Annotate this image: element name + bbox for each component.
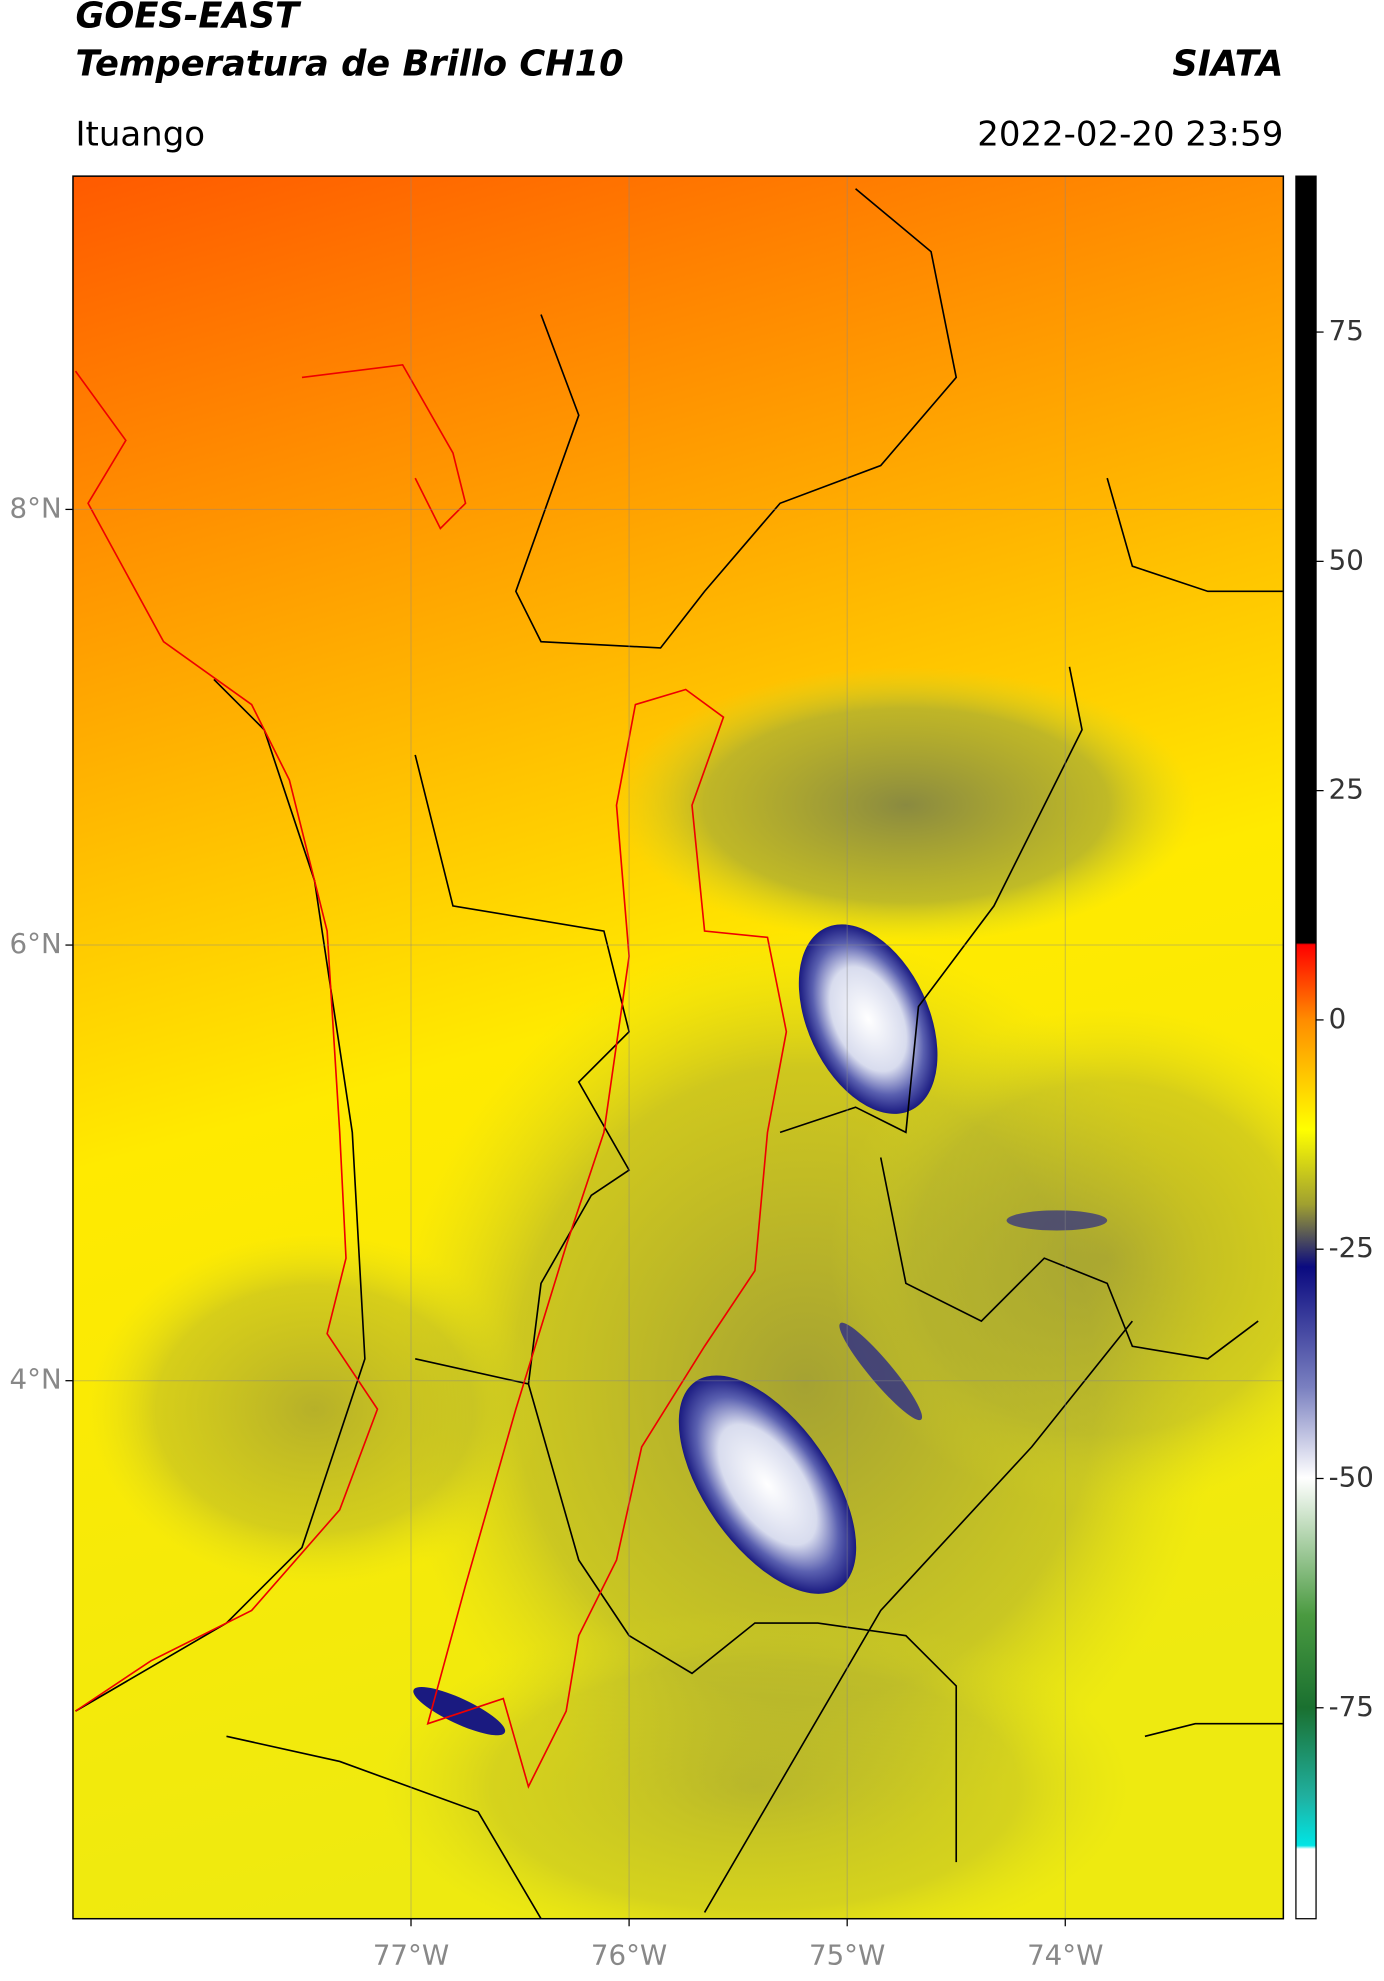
location: Ituango xyxy=(75,114,205,154)
colorbar-tick-label: 0 xyxy=(1329,1002,1347,1035)
colorbar-tick-label: 75 xyxy=(1329,314,1364,347)
title: GOES-EAST xyxy=(75,0,302,37)
colorbar-tick-label: 25 xyxy=(1329,773,1364,806)
source: SIATA xyxy=(1172,43,1283,84)
x-tick-label: 77°W xyxy=(373,1938,449,1971)
x-tick-label: 76°W xyxy=(591,1938,667,1971)
colorbar xyxy=(1295,175,1317,1920)
graticule xyxy=(72,176,1284,1919)
map-image xyxy=(72,176,1284,1919)
x-tick-label: 74°W xyxy=(1027,1938,1103,1971)
datetime: 2022-02-20 23:59 xyxy=(977,114,1283,154)
y-tick-label: 6°N xyxy=(10,927,62,960)
subtitle: Temperatura de Brillo CH10 xyxy=(75,43,623,84)
map-frame xyxy=(72,175,1285,1920)
colorbar-tick-label: -75 xyxy=(1329,1690,1374,1723)
colorbar-tick-label: -50 xyxy=(1329,1460,1374,1493)
y-tick-label: 8°N xyxy=(10,491,62,524)
colorbar-tick-label: 50 xyxy=(1329,543,1364,576)
y-tick-label: 4°N xyxy=(10,1363,62,1396)
colorbar-tick-label: -25 xyxy=(1329,1231,1374,1264)
x-tick-label: 75°W xyxy=(809,1938,885,1971)
